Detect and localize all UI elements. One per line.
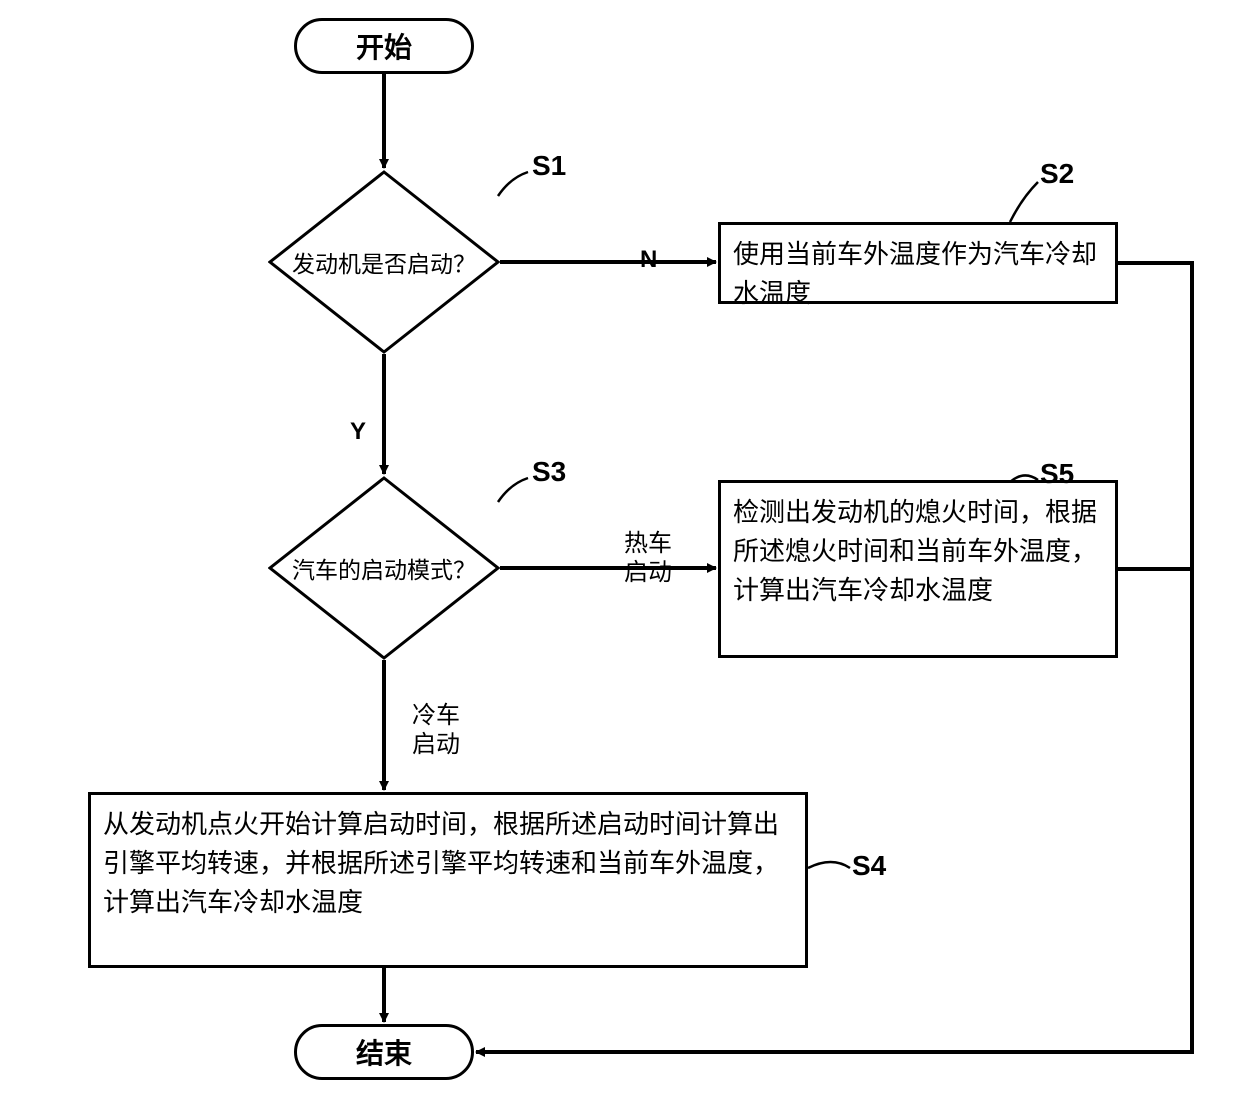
- start-terminal: 开始: [294, 18, 474, 74]
- edge-s1-n: N: [640, 246, 657, 275]
- s1-decision: 发动机是否启动？: [268, 170, 500, 354]
- s3-decision: 汽车的启动模式？: [268, 476, 500, 660]
- s2-text: 使用当前车外温度作为汽车冷却水温度: [733, 235, 1103, 313]
- s1-label: S1: [532, 150, 566, 182]
- s2-label: S2: [1040, 158, 1074, 190]
- s5-label: S5: [1040, 458, 1074, 490]
- s2-process: 使用当前车外温度作为汽车冷却水温度: [718, 222, 1118, 304]
- end-terminal: 结束: [294, 1024, 474, 1080]
- s4-text: 从发动机点火开始计算启动时间，根据所述启动时间计算出引擎平均转速，并根据所述引擎…: [103, 805, 793, 922]
- s5-text: 检测出发动机的熄火时间，根据所述熄火时间和当前车外温度，计算出汽车冷却水温度: [733, 493, 1103, 610]
- s4-label: S4: [852, 850, 886, 882]
- s5-process: 检测出发动机的熄火时间，根据所述熄火时间和当前车外温度，计算出汽车冷却水温度: [718, 480, 1118, 658]
- s4-process: 从发动机点火开始计算启动时间，根据所述启动时间计算出引擎平均转速，并根据所述引擎…: [88, 792, 808, 968]
- s1-text: 发动机是否启动？: [292, 245, 476, 279]
- end-label: 结束: [356, 1032, 412, 1072]
- edge-s1-y: Y: [350, 418, 366, 447]
- s3-label: S3: [532, 456, 566, 488]
- flowchart-container: 开始 发动机是否启动？ S1 使用当前车外温度作为汽车冷却水温度 S2 汽车的启…: [0, 0, 1240, 1101]
- edge-s3-hot: 热车启动: [618, 530, 678, 588]
- edge-s3-cold: 冷车启动: [406, 702, 466, 760]
- s3-text: 汽车的启动模式？: [292, 551, 476, 585]
- start-label: 开始: [356, 26, 412, 66]
